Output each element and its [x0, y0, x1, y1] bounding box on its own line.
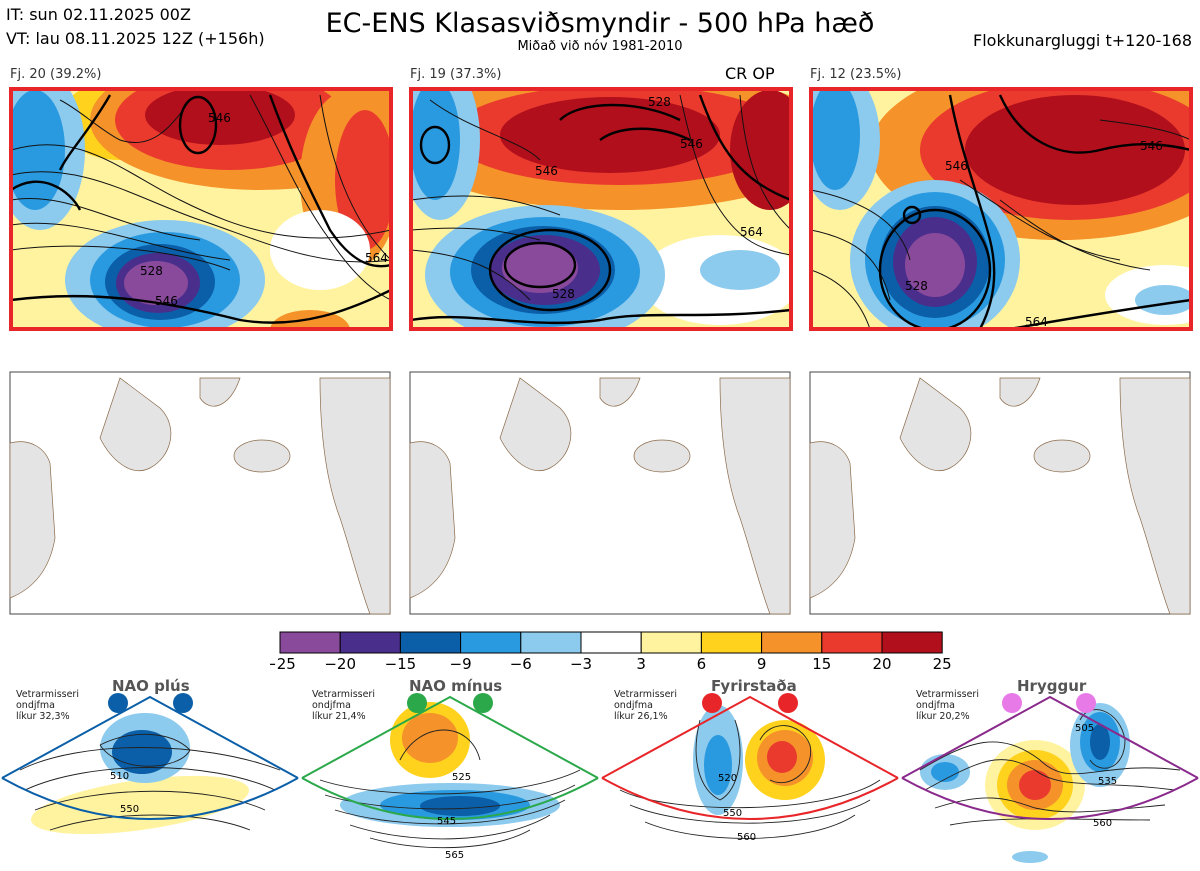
regime-blocking-title: Fyrirstaða: [711, 677, 797, 695]
regime-ridge-info: Vetrarmisseri ondjfma líkur 20,2%: [916, 689, 979, 722]
blocking-contour-label: 520: [718, 773, 737, 784]
cluster-1-contour-label: 528: [140, 264, 163, 278]
weather-regimes: 510 550 525 545 565: [1, 693, 1199, 863]
colorbar-segment: [520, 631, 582, 654]
colorbar: −25 −20 −15 −9 −6 −3 3 6 9 15 20 25: [270, 631, 952, 673]
cluster-maps: 546 528 546 564: [9, 87, 1193, 331]
nao-minus-contour-label: 565: [445, 850, 464, 861]
blocking-contour-label: 550: [723, 808, 742, 819]
cluster-3-contour-label: 546: [1140, 139, 1163, 153]
cluster-1-map: 546 528 546 564: [11, 89, 391, 329]
colorbar-tick-label: −3: [570, 655, 592, 673]
colorbar-tick-label: −25: [270, 655, 296, 673]
regime-nao-plus-info: Vetrarmisseri ondjfma líkur 32,3%: [16, 689, 79, 722]
colorbar-tick-label: −6: [510, 655, 532, 673]
colorbar-segment: [761, 631, 823, 654]
regime-nao-plus: 510 550: [1, 693, 299, 835]
nao-plus-contour-label: 510: [110, 771, 129, 782]
regime-nao-minus-title: NAO mínus: [409, 677, 503, 695]
nao-plus-contour-label: 550: [120, 804, 139, 815]
cluster-1-label: Fj. 20 (39.2%): [10, 67, 102, 82]
cluster-1-contour-label: 546: [155, 294, 178, 308]
colorbar-tick-label: 15: [812, 655, 831, 673]
colorbar-tick-label: 6: [697, 655, 707, 673]
colorbar-tick-label: −15: [385, 655, 417, 673]
colorbar-tick-label: −20: [324, 655, 356, 673]
ridge-contour-label: 535: [1098, 776, 1117, 787]
valid-time: VT: lau 08.11.2025 12Z (+156h): [6, 29, 265, 48]
cluster-3-contour-label: 546: [945, 159, 968, 173]
cluster-2-label: Fj. 19 (37.3%): [410, 67, 502, 82]
cluster-1-contour-label: 546: [208, 111, 231, 125]
cluster-3-map: 546 528 546 564: [811, 89, 1191, 329]
classification-window: Flokkunargluggi t+120-168: [973, 31, 1192, 50]
cluster-2-contour-label: 528: [648, 95, 671, 109]
nao-minus-contour-label: 525: [452, 772, 471, 783]
colorbar-tick-label: 9: [757, 655, 767, 673]
colorbar-segment: [881, 631, 943, 654]
page-subtitle: Miðað við nóv 1981-2010: [517, 39, 683, 54]
cluster-3-label: Fj. 12 (23.5%): [810, 67, 902, 82]
colorbar-tick-label: 25: [933, 655, 952, 673]
page-title: EC-ENS Klasasviðsmyndir - 500 hPa hæð: [325, 8, 875, 39]
cluster-2-members: CR OP: [725, 64, 775, 83]
colorbar-tick-label: −9: [450, 655, 472, 673]
regime-ridge-title: Hryggur: [1017, 677, 1087, 695]
colorbar-segment: [399, 631, 462, 654]
regime-blocking: 520 550 560: [601, 693, 899, 843]
cluster-2-contour-label: 528: [552, 287, 575, 301]
cluster-2-contour-label: 564: [740, 225, 763, 239]
cluster-3-contour-label: 564: [1025, 315, 1048, 329]
colorbar-segment: [580, 631, 642, 654]
blank-map-2: [409, 371, 791, 615]
regime-nao-plus-title: NAO plús: [112, 677, 190, 695]
nao-minus-contour-label: 545: [437, 816, 456, 827]
blank-map-1: [9, 371, 391, 615]
colorbar-segment: [460, 631, 522, 654]
colorbar-segment: [339, 631, 401, 654]
blank-basemaps: [9, 371, 1191, 615]
ridge-contour-label: 505: [1075, 723, 1094, 734]
cluster-2-contour-label: 546: [680, 137, 703, 151]
cluster-1-contour-label: 564: [365, 251, 388, 265]
blank-map-3: [809, 371, 1191, 615]
colorbar-segment: [700, 631, 763, 654]
colorbar-segment: [279, 631, 341, 654]
initial-time: IT: sun 02.11.2025 00Z: [6, 5, 191, 24]
cluster-2-map: 528 546 546 528 564: [411, 89, 791, 329]
cluster-2-contour-label: 546: [535, 164, 558, 178]
regime-nao-minus: 525 545 565: [301, 693, 599, 861]
regime-ridge: 505 535 560: [901, 693, 1199, 863]
regime-blocking-info: Vetrarmisseri ondjfma líkur 26,1%: [614, 689, 677, 722]
regime-nao-minus-info: Vetrarmisseri ondjfma líkur 21,4%: [312, 689, 375, 722]
ridge-contour-label: 560: [1093, 818, 1112, 829]
blocking-contour-label: 560: [737, 832, 756, 843]
colorbar-segment: [640, 631, 702, 654]
colorbar-tick-label: 20: [872, 655, 891, 673]
colorbar-tick-label: 3: [636, 655, 646, 673]
cluster-3-contour-label: 528: [905, 279, 928, 293]
colorbar-segment: [821, 631, 883, 654]
